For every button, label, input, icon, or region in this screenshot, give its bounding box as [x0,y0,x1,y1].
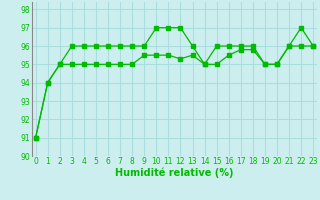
X-axis label: Humidité relative (%): Humidité relative (%) [115,168,234,178]
